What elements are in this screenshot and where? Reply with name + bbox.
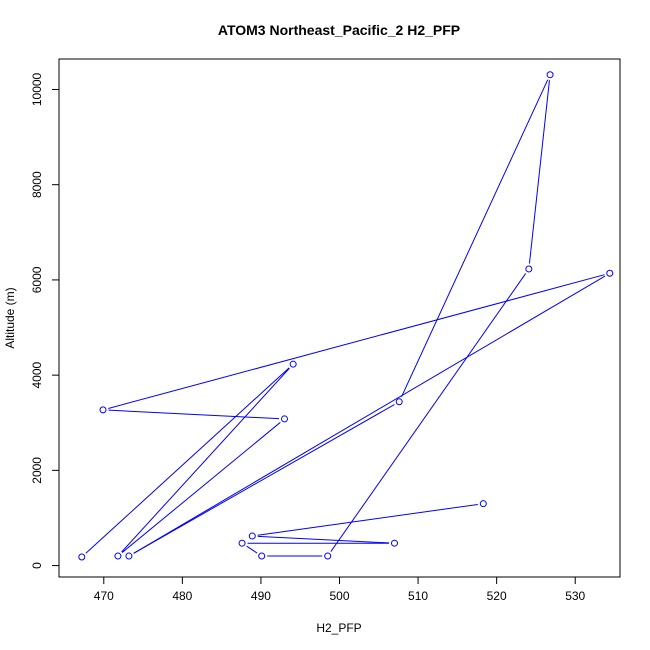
data-point: [479, 500, 487, 508]
data-point: [114, 552, 122, 560]
data-point: [324, 552, 332, 560]
series-layer: [78, 71, 614, 561]
x-tick-label: 480: [172, 589, 192, 603]
data-point: [289, 360, 297, 368]
series-line-segment: [257, 503, 478, 536]
x-axis: 470 480 490 500 510 520 530: [94, 576, 586, 603]
chart-title: ATOM3 Northeast_Pacific_2 H2_PFP: [218, 22, 460, 38]
series-line-segment: [257, 535, 390, 544]
series-line-segment: [108, 409, 280, 420]
y-tick-label: 4000: [30, 361, 44, 388]
data-point: [546, 71, 554, 79]
y-tick-label: 10000: [30, 72, 44, 106]
data-point: [606, 269, 614, 277]
x-tick-label: 520: [487, 589, 507, 603]
data-point: [395, 398, 403, 406]
series-line-segment: [246, 545, 258, 554]
x-tick-label: 530: [565, 589, 585, 603]
series-line-segment: [108, 274, 605, 409]
y-axis-label: Altitude (m): [3, 287, 17, 348]
series-line-segment: [133, 404, 395, 554]
series-line-segment: [121, 422, 281, 553]
data-point: [258, 552, 266, 560]
data-point: [78, 553, 86, 561]
x-tick-label: 470: [94, 589, 114, 603]
x-tick-label: 500: [329, 589, 349, 603]
y-tick-label: 2000: [30, 457, 44, 484]
y-tick-label: 6000: [30, 266, 44, 293]
series-line-segment: [330, 273, 527, 552]
data-point: [238, 539, 246, 547]
x-axis-label: H2_PFP: [316, 621, 361, 635]
data-point: [525, 265, 533, 273]
y-axis: 0 2000 4000 6000 8000 10000: [30, 72, 60, 569]
series-line-segment: [133, 275, 606, 554]
y-tick-label: 0: [30, 562, 44, 569]
series-line-segment: [528, 80, 550, 264]
x-tick-label: 490: [251, 589, 271, 603]
y-tick-label: 8000: [30, 171, 44, 198]
x-tick-label: 510: [408, 589, 428, 603]
series-line-segment: [121, 367, 290, 553]
data-point: [248, 532, 256, 540]
data-point: [99, 406, 107, 414]
data-point: [391, 539, 398, 547]
series-line-segment: [85, 367, 290, 554]
data-point: [281, 415, 288, 423]
series-line-segment: [401, 79, 549, 398]
data-point: [125, 552, 133, 560]
